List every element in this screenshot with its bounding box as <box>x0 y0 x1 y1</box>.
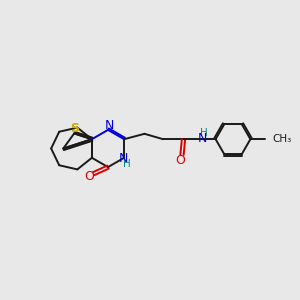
Text: CH₃: CH₃ <box>273 134 292 144</box>
Text: N: N <box>198 131 207 145</box>
Text: H: H <box>200 128 208 138</box>
Text: H: H <box>123 159 131 169</box>
Text: O: O <box>85 169 94 183</box>
Text: N: N <box>119 152 128 165</box>
Text: O: O <box>176 154 185 167</box>
Text: S: S <box>70 122 79 135</box>
Text: N: N <box>104 118 114 132</box>
